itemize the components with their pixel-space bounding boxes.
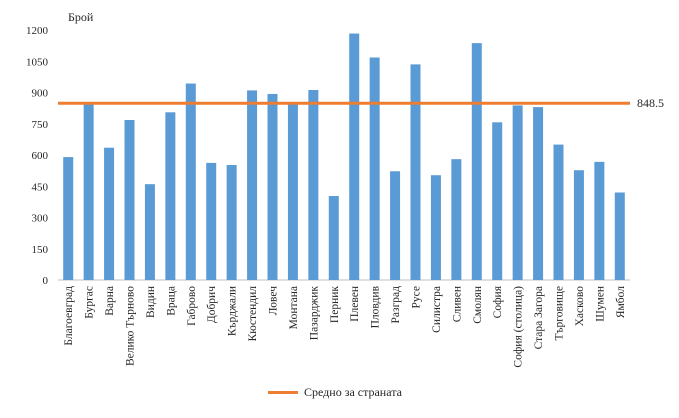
x-tick-label: Силистра — [431, 286, 443, 333]
y-axis-title: Брой — [68, 10, 94, 24]
bar — [512, 105, 523, 281]
bar — [553, 144, 564, 280]
x-tick-label: Стара Загора — [533, 286, 545, 349]
x-tick-label: Монтана — [288, 286, 300, 329]
x-tick-label: Смолян — [472, 286, 484, 324]
legend-swatch-average — [268, 391, 298, 394]
x-tick-label: Перник — [329, 286, 341, 323]
legend: Средно за страната — [268, 385, 402, 400]
bar — [104, 147, 115, 280]
x-tick-label: Бургас — [84, 286, 96, 319]
bar — [328, 196, 339, 280]
bar — [430, 175, 441, 280]
x-tick-label: Ловеч — [268, 286, 280, 315]
x-tick-label: Благоевград — [63, 286, 75, 346]
y-tick-label: 1050 — [26, 56, 49, 68]
x-tick-label: Шумен — [594, 286, 606, 322]
x-tick-label: Кюстендил — [247, 286, 259, 342]
bar — [63, 157, 74, 280]
bar — [369, 57, 380, 280]
y-tick-label: 150 — [32, 244, 49, 256]
bar — [83, 102, 94, 281]
y-tick-label: 750 — [32, 119, 49, 131]
x-tick-label: Видин — [145, 286, 157, 318]
bar — [185, 83, 196, 281]
bar — [287, 103, 298, 280]
y-tick-label: 300 — [32, 213, 49, 225]
x-tick-label: София (столица) — [513, 286, 525, 368]
x-tick-label: Търговище — [554, 286, 566, 340]
average-value-label: 848.5 — [637, 96, 664, 110]
bar — [594, 161, 605, 280]
x-tick-label: Варна — [104, 286, 116, 316]
bar — [349, 33, 360, 280]
x-tick-label: Пловдив — [370, 285, 382, 328]
y-tick-label: 900 — [32, 88, 49, 100]
bar — [573, 170, 584, 280]
x-tick-label: Велико Търново — [125, 286, 137, 366]
x-tick-label: Плевен — [349, 286, 361, 322]
bar — [206, 162, 217, 280]
legend-label-average: Средно за страната — [304, 385, 402, 399]
x-tick-label: Пазарджик — [308, 286, 320, 341]
x-tick-label: Враца — [165, 286, 177, 316]
bar — [533, 107, 544, 280]
x-tick-label: Ямбол — [615, 286, 627, 318]
bar — [267, 93, 278, 280]
bar — [165, 112, 176, 281]
y-tick-label: 1200 — [26, 25, 49, 37]
bar — [410, 64, 421, 280]
bar — [614, 192, 625, 280]
y-tick-label: 0 — [43, 275, 49, 287]
bar — [471, 43, 482, 280]
x-tick-label: Добрич — [206, 286, 218, 323]
bar — [308, 90, 319, 280]
x-tick-label: Сливен — [451, 286, 463, 322]
bar — [144, 184, 155, 280]
y-tick-label: 600 — [32, 150, 49, 162]
bar — [492, 122, 503, 281]
bar — [124, 120, 135, 280]
x-tick-label: Габрово — [186, 286, 198, 326]
x-tick-label: Кърджали — [227, 286, 239, 336]
y-tick-label: 450 — [32, 181, 49, 193]
x-tick-label: Русе — [411, 286, 423, 309]
bar — [226, 165, 237, 280]
x-tick-label: Разград — [390, 286, 402, 324]
bar — [247, 90, 258, 281]
bar — [451, 159, 462, 280]
bar — [390, 171, 401, 280]
x-tick-label: София — [492, 285, 504, 318]
x-tick-label: Хасково — [574, 286, 586, 327]
